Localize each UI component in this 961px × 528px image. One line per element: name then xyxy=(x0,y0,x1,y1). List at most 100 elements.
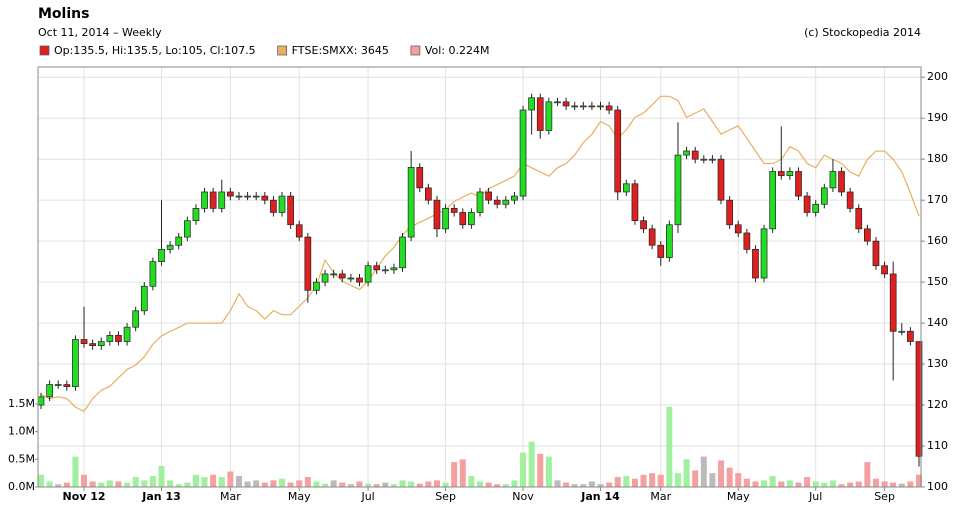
volume-bar xyxy=(890,482,897,487)
chart-title: Molins xyxy=(38,6,89,22)
y-tick-label: 160 xyxy=(927,234,948,247)
volume-bar xyxy=(821,482,828,487)
x-tick-label: Jul xyxy=(808,490,822,503)
volume-bar xyxy=(399,480,406,487)
candle-body xyxy=(795,171,802,197)
candle-body xyxy=(545,101,553,131)
candle-body xyxy=(674,154,682,226)
candle-body xyxy=(89,343,96,346)
candle-body xyxy=(907,330,914,342)
x-tick-label: May xyxy=(288,490,311,503)
candle-body xyxy=(270,199,277,213)
candle-body xyxy=(709,158,716,161)
volume-bar xyxy=(227,471,234,487)
volume-bar xyxy=(580,484,587,487)
volume-bar xyxy=(167,480,174,487)
volume-bar xyxy=(847,482,854,487)
volume-bar xyxy=(192,474,199,487)
volume-bar xyxy=(72,456,79,487)
volume-bar xyxy=(477,481,483,487)
candle-body xyxy=(399,236,406,269)
volume-bar xyxy=(184,482,191,487)
candle-body xyxy=(416,167,424,189)
volume-bar xyxy=(46,481,53,487)
candle-body xyxy=(571,105,579,108)
candle-body xyxy=(209,191,217,209)
candle-body xyxy=(330,273,338,276)
candle-body xyxy=(442,208,449,230)
x-tick-label: Jan 13 xyxy=(141,490,180,503)
chart-subtitle: Oct 11, 2014 – Weekly xyxy=(38,26,162,39)
volume-bar xyxy=(459,459,466,487)
volume-bar xyxy=(511,480,518,487)
volume-bar xyxy=(89,481,96,487)
volume-bar xyxy=(347,484,354,487)
x-tick-label: Nov xyxy=(512,490,534,503)
volume-bar xyxy=(408,481,415,487)
candle-body xyxy=(752,248,759,279)
volume-bar xyxy=(907,481,914,487)
x-tick-label: Mar xyxy=(220,490,241,503)
y-tick-label: 170 xyxy=(927,193,948,206)
candle-body xyxy=(218,191,226,209)
candle-body xyxy=(760,228,768,279)
candle-body xyxy=(201,191,208,209)
volume-bar xyxy=(588,481,595,487)
candle-body xyxy=(579,105,587,108)
volume-bar xyxy=(451,462,458,487)
volume-bar xyxy=(812,481,819,487)
volume-bar xyxy=(485,482,492,487)
candle-body xyxy=(657,244,665,258)
volume-tick-label: 0.5M xyxy=(8,452,35,465)
volume-bar xyxy=(63,482,70,487)
volume-bar xyxy=(175,484,182,487)
candle-body xyxy=(192,208,200,222)
volume-bar xyxy=(769,475,776,487)
volume-bar xyxy=(563,482,570,487)
volume-bar xyxy=(726,467,733,487)
candle-body xyxy=(743,232,751,250)
candle-body xyxy=(691,150,699,160)
candle-body xyxy=(554,101,561,104)
volume-bar xyxy=(81,474,88,487)
candle-body xyxy=(287,195,294,226)
candle-body xyxy=(511,195,518,201)
candle-body xyxy=(846,191,854,209)
candle-body xyxy=(244,195,251,198)
volume-bar xyxy=(322,483,329,487)
candle-body xyxy=(425,187,432,201)
volume-bar xyxy=(545,456,552,487)
volume-bar xyxy=(631,478,638,487)
candle-body xyxy=(820,187,828,205)
volume-bar xyxy=(666,406,673,487)
volume-bar xyxy=(313,481,320,487)
candle-body xyxy=(829,171,837,189)
volume-bar xyxy=(132,477,139,487)
volume-bar xyxy=(235,475,242,487)
volume-bar xyxy=(356,481,363,487)
candle-body xyxy=(468,212,475,226)
candle-body xyxy=(227,191,234,197)
y-tick-label: 180 xyxy=(927,152,948,165)
candle-body xyxy=(562,101,570,107)
volume-bar xyxy=(683,459,690,487)
volume-bar xyxy=(339,482,346,487)
x-tick-label: Nov 12 xyxy=(63,490,106,503)
candle-body xyxy=(132,310,140,328)
candle-body xyxy=(528,97,535,111)
legend-label: Vol: 0.224M xyxy=(425,44,490,57)
y-tick-label: 120 xyxy=(927,398,948,411)
candle-body xyxy=(356,277,363,283)
candle-body xyxy=(106,335,114,342)
candle-body xyxy=(37,396,45,406)
candle-body xyxy=(864,228,871,242)
candle-body xyxy=(666,224,673,258)
volume-bar xyxy=(709,473,716,487)
volume-bar xyxy=(537,453,544,487)
volume-bar xyxy=(279,478,286,487)
y-tick-label: 190 xyxy=(927,111,948,124)
volume-bar xyxy=(442,482,449,487)
candle-body xyxy=(717,158,725,201)
volume-bar xyxy=(778,481,785,487)
candle-body xyxy=(476,191,484,213)
